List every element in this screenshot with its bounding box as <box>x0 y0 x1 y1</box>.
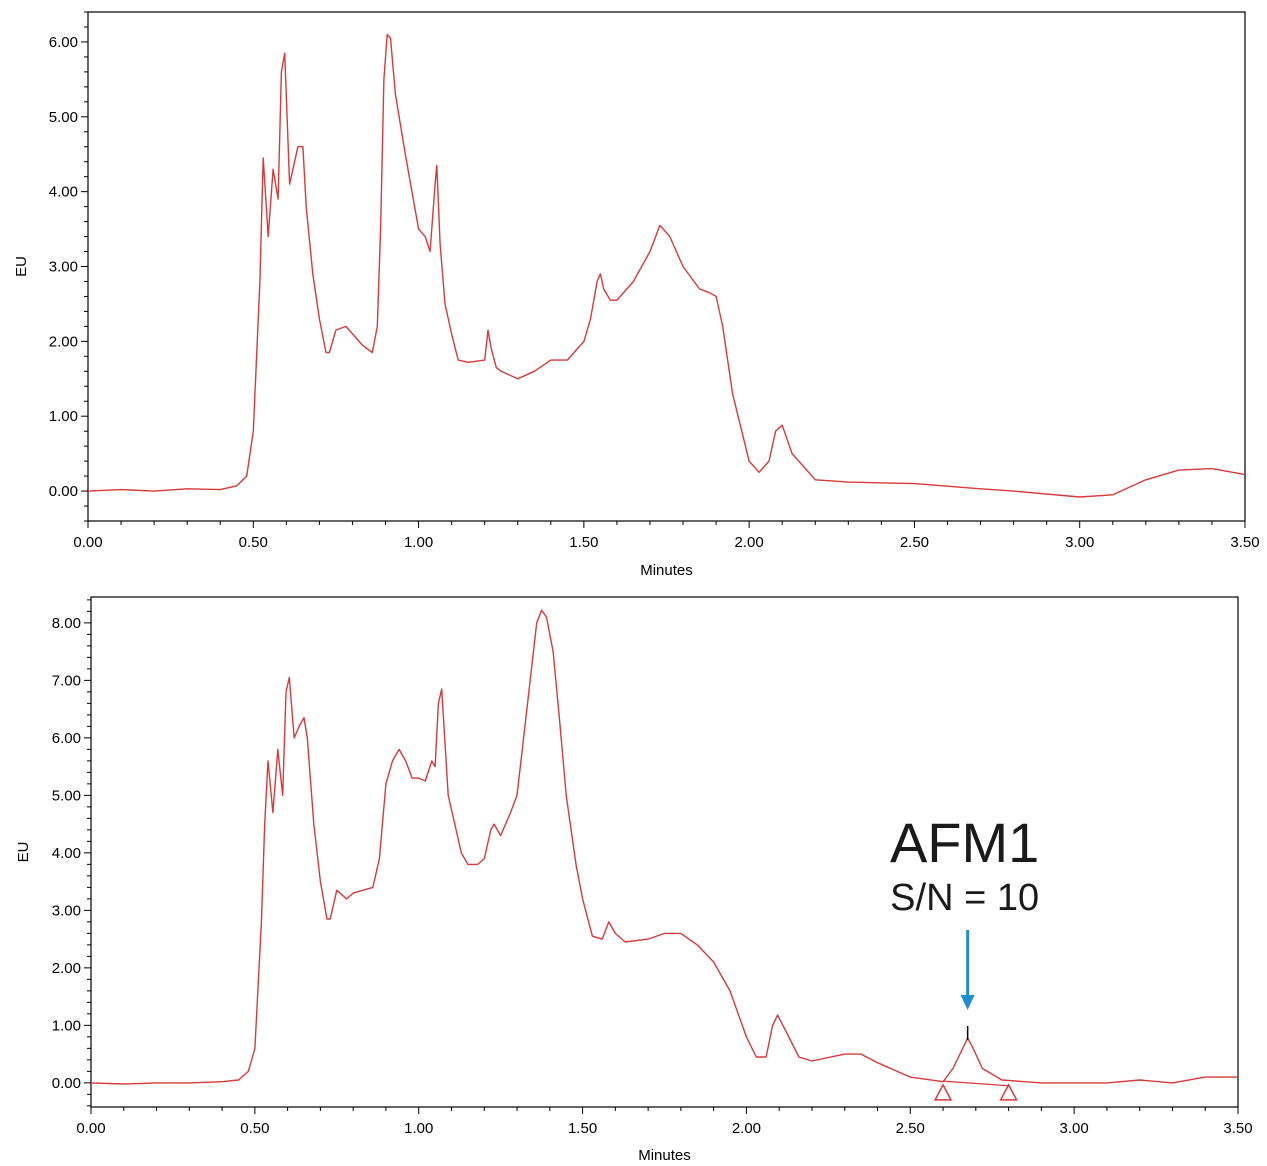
chromatogram-trace <box>90 609 1238 1085</box>
y-tick-label: 3.00 <box>49 259 78 276</box>
x-axis-title: Minutes <box>640 562 693 579</box>
annotation-subtitle: S/N = 10 <box>890 877 1039 919</box>
y-tick-label: 2.00 <box>52 960 81 977</box>
y-tick-label: 3.00 <box>52 902 81 919</box>
y-axis-title: EU <box>13 256 30 277</box>
y-tick-label: 1.00 <box>52 1017 81 1034</box>
y-tick-label: 6.00 <box>49 34 78 51</box>
x-tick-label: 0.50 <box>240 1120 269 1137</box>
x-tick-label: 3.50 <box>1223 1120 1252 1137</box>
x-tick-label: 1.50 <box>569 534 598 551</box>
x-tick-label: 3.00 <box>1065 534 1094 551</box>
x-axis-title: Minutes <box>638 1147 691 1164</box>
y-tick-label: 2.00 <box>49 333 78 350</box>
x-tick-label: 2.50 <box>900 534 929 551</box>
x-tick-label: 1.00 <box>404 534 433 551</box>
x-tick-label: 1.50 <box>568 1120 597 1137</box>
y-tick-label: 6.00 <box>52 730 81 747</box>
y-tick-label: 7.00 <box>52 672 81 689</box>
y-tick-label: 0.00 <box>52 1075 81 1092</box>
x-tick-label: 3.00 <box>1060 1120 1089 1137</box>
y-axis-title: EU <box>15 842 32 863</box>
y-tick-label: 5.00 <box>52 787 81 804</box>
x-tick-label: 2.00 <box>732 1120 761 1137</box>
x-tick-label: 1.00 <box>404 1120 433 1137</box>
plot-frame <box>90 596 1239 1108</box>
chromatogram-trace <box>87 33 1246 498</box>
annotation-arrow-head <box>960 995 975 1010</box>
x-tick-label: 2.00 <box>735 534 764 551</box>
peak-boundary-triangle <box>933 1083 953 1101</box>
peak-baseline <box>943 1080 1009 1087</box>
y-tick-label: 8.00 <box>52 615 81 632</box>
peak-boundary-triangle <box>999 1083 1018 1101</box>
plot-frame <box>87 11 1246 522</box>
chromatogram-bottom: 0.00 0.50 1.00 1.50 2.00 2.50 3.00 3.50 0.00 1.00… <box>15 596 1253 1164</box>
annotation-title: AFM1 <box>890 811 1039 874</box>
y-tick-label: 0.00 <box>49 483 78 500</box>
x-tick-label: 0.00 <box>73 534 102 551</box>
chromatogram-top: 0.00 0.50 1.00 1.50 2.00 2.50 3.00 3.50 0.00 1.00… <box>13 11 1260 579</box>
y-tick-label: 5.00 <box>49 109 78 126</box>
y-tick-label: 1.00 <box>49 408 78 425</box>
x-tick-label: 0.00 <box>76 1120 105 1137</box>
x-tick-label: 0.50 <box>239 534 268 551</box>
x-tick-label: 3.50 <box>1230 534 1259 551</box>
y-tick-label: 4.00 <box>49 184 78 201</box>
y-tick-label: 4.00 <box>52 845 81 862</box>
x-tick-label: 2.50 <box>896 1120 925 1137</box>
